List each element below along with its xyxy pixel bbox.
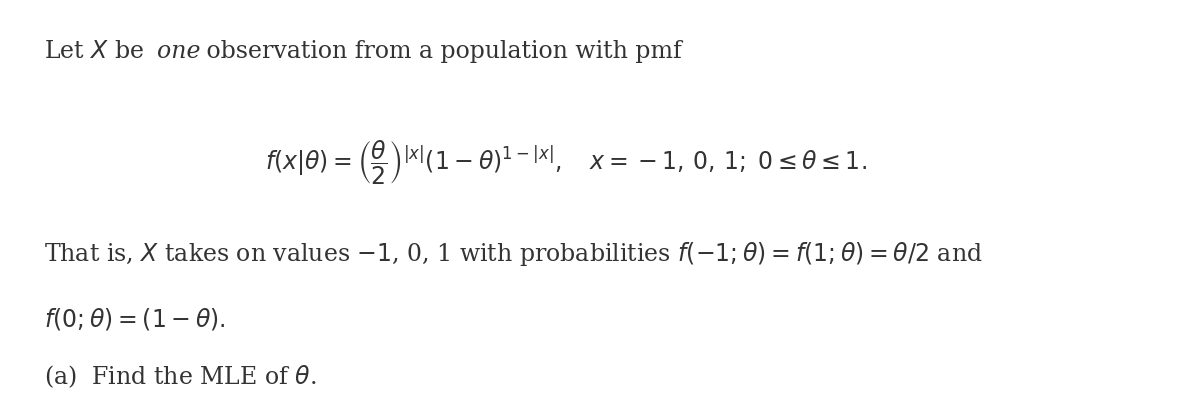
Text: That is, $X$ takes on values $-1$, 0, 1 with probabilities $f(-1;\theta) = f(1;\: That is, $X$ takes on values $-1$, 0, 1 … (44, 240, 983, 268)
Text: $f(0;\theta) = (1-\theta).$: $f(0;\theta) = (1-\theta).$ (44, 306, 225, 331)
Text: one: one (158, 40, 200, 63)
Text: $f(x|\theta) = \left(\dfrac{\theta}{2}\right)^{|x|} (1-\theta)^{1-|x|}, \quad x : $f(x|\theta) = \left(\dfrac{\theta}{2}\r… (264, 139, 867, 187)
Text: observation from a population with pmf: observation from a population with pmf (199, 40, 682, 63)
Text: Let $X$ be: Let $X$ be (44, 40, 146, 63)
Text: (a)  Find the MLE of $\theta$.: (a) Find the MLE of $\theta$. (44, 364, 317, 390)
